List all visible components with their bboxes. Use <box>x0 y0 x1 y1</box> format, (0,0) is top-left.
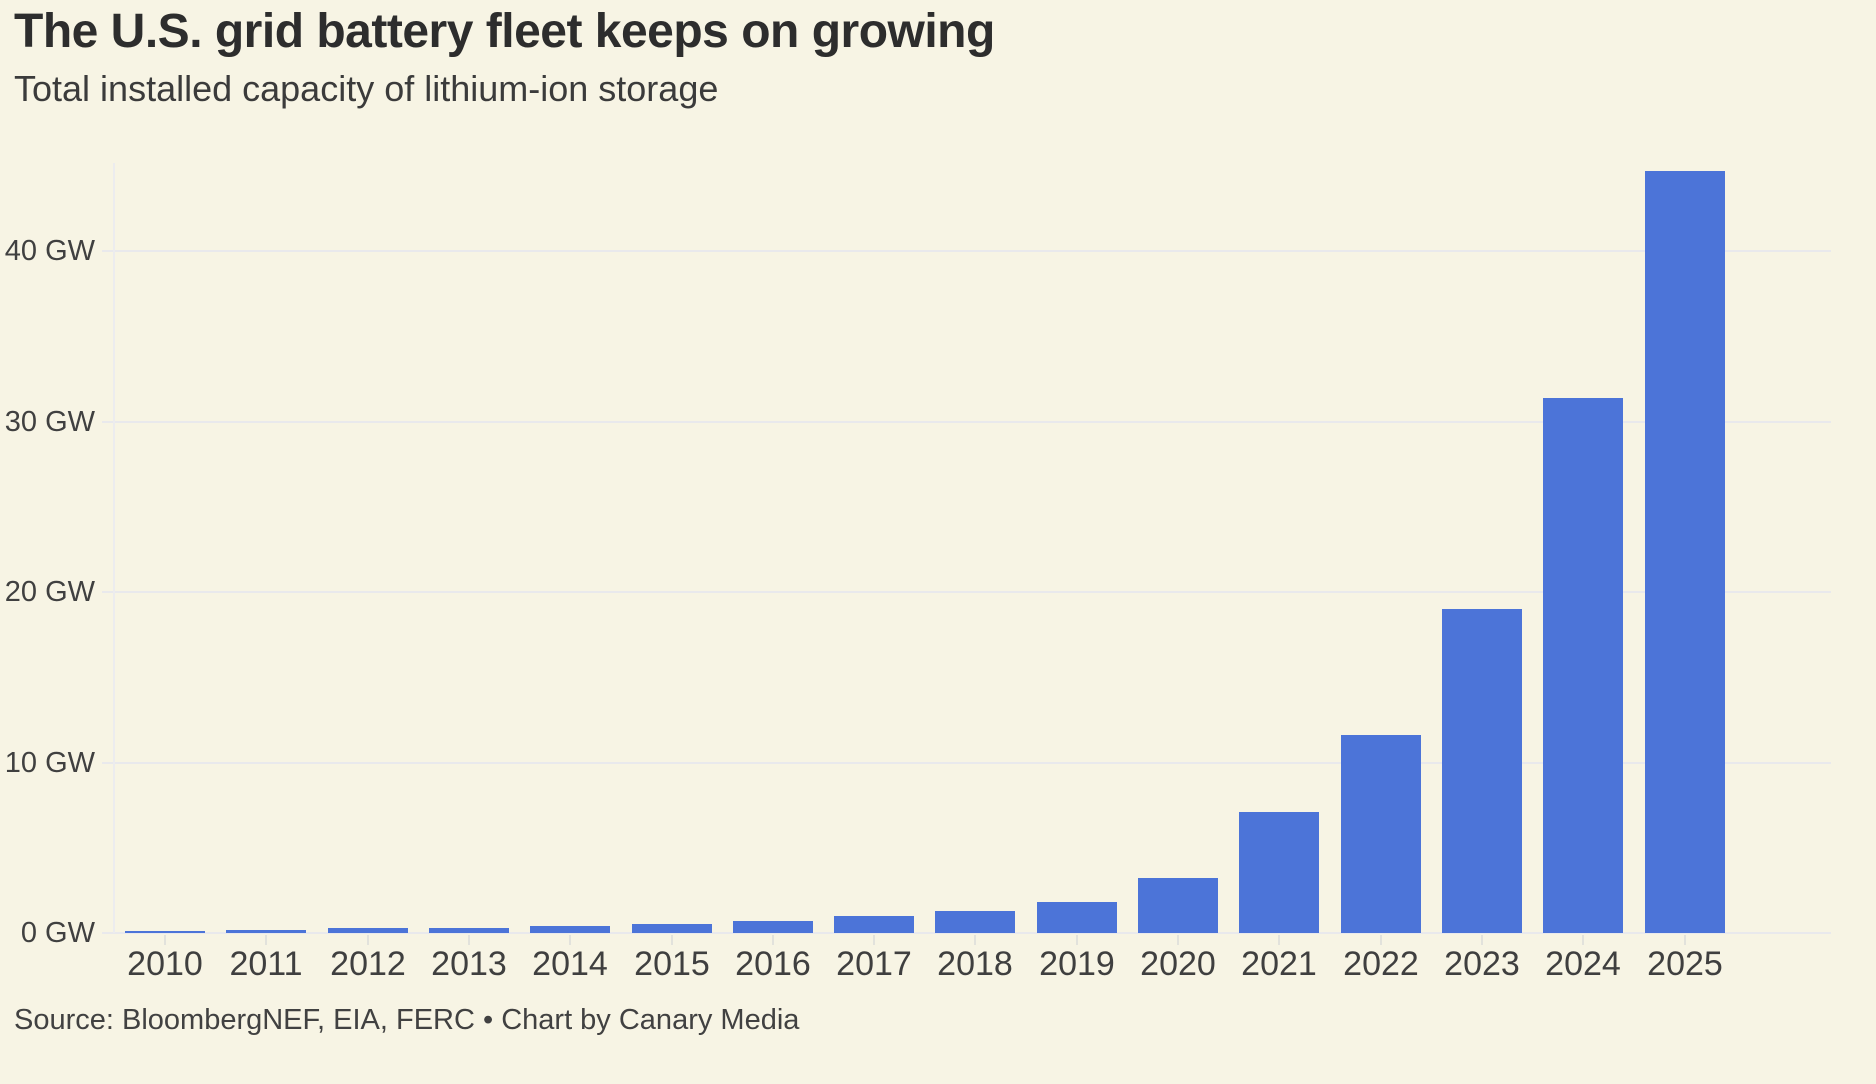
x-tick-2024 <box>1582 935 1584 945</box>
x-axis-label-2025: 2025 <box>1647 945 1723 983</box>
x-axis-label-2015: 2015 <box>634 945 710 983</box>
bar-2016[interactable] <box>733 921 813 933</box>
x-tick-2018 <box>974 935 976 945</box>
bar-2021[interactable] <box>1239 812 1319 933</box>
x-tick-2022 <box>1380 935 1382 945</box>
x-tick-2013 <box>468 935 470 945</box>
gridline-10 <box>102 762 1831 764</box>
x-tick-2021 <box>1278 935 1280 945</box>
x-axis-label-2014: 2014 <box>532 945 608 983</box>
gridline-20 <box>102 591 1831 593</box>
y-axis-label-10: 10 GW <box>4 747 95 779</box>
gridline-0 <box>102 932 1831 934</box>
x-tick-2014 <box>569 935 571 945</box>
x-axis-label-2016: 2016 <box>735 945 811 983</box>
y-axis-line <box>113 163 115 933</box>
x-axis-label-2023: 2023 <box>1444 945 1520 983</box>
bar-2018[interactable] <box>935 911 1015 933</box>
x-axis-label-2024: 2024 <box>1545 945 1621 983</box>
bar-2011[interactable] <box>226 930 306 933</box>
chart-title: The U.S. grid battery fleet keeps on gro… <box>14 5 995 58</box>
x-axis-label-2013: 2013 <box>431 945 507 983</box>
bar-2013[interactable] <box>429 928 509 933</box>
x-axis-label-2020: 2020 <box>1140 945 1216 983</box>
bar-2023[interactable] <box>1442 609 1522 933</box>
x-axis-label-2021: 2021 <box>1241 945 1317 983</box>
bar-2019[interactable] <box>1037 902 1117 933</box>
bar-2017[interactable] <box>834 916 914 933</box>
bar-2024[interactable] <box>1543 398 1623 933</box>
x-tick-2016 <box>772 935 774 945</box>
bar-2015[interactable] <box>632 924 712 933</box>
x-tick-2015 <box>671 935 673 945</box>
x-axis-label-2012: 2012 <box>330 945 406 983</box>
y-axis-label-20: 20 GW <box>4 576 95 608</box>
source-note: Source: BloombergNEF, EIA, FERC • Chart … <box>14 1004 800 1036</box>
x-axis-label-2018: 2018 <box>937 945 1013 983</box>
x-axis-label-2022: 2022 <box>1343 945 1419 983</box>
chart-subtitle: Total installed capacity of lithium-ion … <box>14 68 719 109</box>
x-axis-label-2017: 2017 <box>836 945 912 983</box>
y-axis-label-30: 30 GW <box>4 406 95 438</box>
x-axis-label-2010: 2010 <box>127 945 203 983</box>
x-axis-label-2011: 2011 <box>229 945 303 983</box>
gridline-30 <box>102 421 1831 423</box>
x-tick-2012 <box>367 935 369 945</box>
x-tick-2023 <box>1481 935 1483 945</box>
x-tick-2025 <box>1684 935 1686 945</box>
x-tick-2011 <box>265 935 267 945</box>
x-tick-2019 <box>1076 935 1078 945</box>
x-axis-label-2019: 2019 <box>1039 945 1115 983</box>
bar-2022[interactable] <box>1341 735 1421 933</box>
x-tick-2010 <box>164 935 166 945</box>
x-tick-2017 <box>873 935 875 945</box>
bar-2025[interactable] <box>1645 171 1725 933</box>
y-axis-label-40: 40 GW <box>4 235 95 267</box>
bar-2014[interactable] <box>530 926 610 933</box>
y-axis-label-0: 0 GW <box>20 917 95 949</box>
bar-2012[interactable] <box>328 928 408 933</box>
x-tick-2020 <box>1177 935 1179 945</box>
bar-2010[interactable] <box>125 931 205 933</box>
bar-2020[interactable] <box>1138 878 1218 933</box>
gridline-40 <box>102 250 1831 252</box>
